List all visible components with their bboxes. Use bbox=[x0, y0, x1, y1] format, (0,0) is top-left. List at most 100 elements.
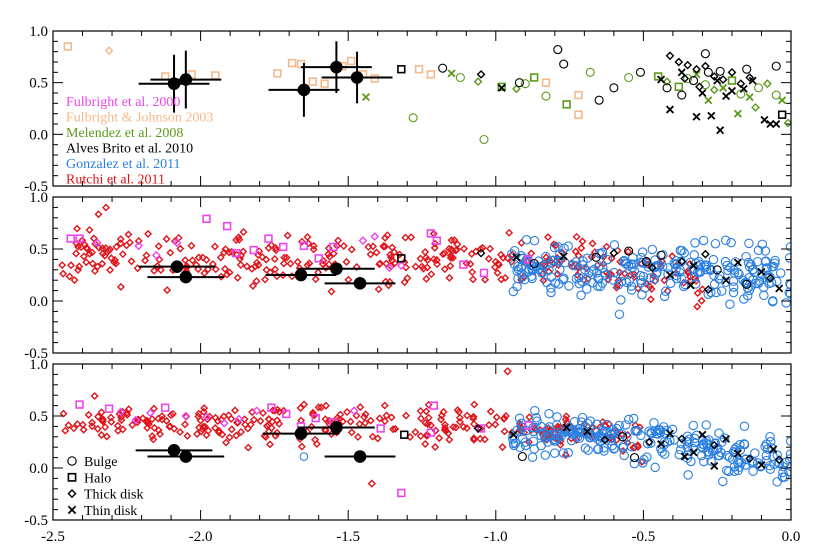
data-point bbox=[149, 404, 158, 413]
mean-point bbox=[179, 450, 193, 463]
data-point bbox=[761, 455, 772, 466]
data-point bbox=[401, 411, 410, 420]
series-alves-brito-et-al-2010 bbox=[397, 246, 784, 294]
data-point bbox=[689, 448, 698, 457]
data-point bbox=[561, 415, 570, 424]
data-point bbox=[308, 77, 317, 86]
data-point bbox=[75, 400, 84, 409]
data-point bbox=[319, 256, 328, 265]
data-point bbox=[391, 424, 400, 433]
data-point bbox=[260, 431, 269, 440]
data-point bbox=[497, 82, 506, 92]
data-point bbox=[722, 276, 731, 285]
data-point bbox=[79, 252, 88, 261]
data-point bbox=[303, 233, 312, 242]
data-point bbox=[667, 424, 678, 435]
data-point bbox=[211, 71, 220, 80]
data-point bbox=[539, 276, 548, 285]
data-point bbox=[774, 455, 784, 465]
data-point bbox=[566, 435, 577, 446]
data-point bbox=[82, 243, 91, 252]
data-point bbox=[587, 253, 596, 262]
panel-frame bbox=[52, 30, 792, 187]
data-point bbox=[104, 404, 114, 413]
data-point bbox=[744, 261, 755, 272]
data-point bbox=[122, 241, 131, 250]
data-point bbox=[282, 409, 291, 419]
mean-point bbox=[330, 60, 343, 74]
legend-marker-diamond bbox=[67, 489, 77, 499]
plot-area bbox=[59, 367, 791, 498]
data-point bbox=[389, 425, 398, 434]
data-point bbox=[591, 252, 601, 262]
data-point bbox=[468, 275, 477, 284]
data-point bbox=[227, 247, 236, 256]
data-point bbox=[644, 437, 654, 447]
data-point bbox=[240, 415, 249, 424]
data-point bbox=[421, 439, 430, 448]
data-point bbox=[553, 45, 563, 55]
data-point bbox=[367, 479, 377, 488]
data-point bbox=[582, 253, 592, 263]
data-point bbox=[692, 112, 701, 121]
data-point bbox=[503, 254, 512, 263]
data-point bbox=[651, 277, 660, 286]
data-point bbox=[416, 254, 425, 263]
data-point bbox=[529, 444, 539, 454]
data-point bbox=[422, 274, 431, 283]
x-tick-label: -1.5 bbox=[336, 529, 360, 545]
data-point bbox=[649, 418, 659, 428]
data-point bbox=[748, 466, 758, 476]
data-point bbox=[116, 235, 125, 244]
data-point bbox=[429, 255, 438, 264]
data-point bbox=[138, 414, 147, 423]
data-point bbox=[745, 93, 754, 102]
data-point bbox=[176, 428, 185, 437]
data-point bbox=[530, 405, 540, 416]
x-tick-label: 0.0 bbox=[782, 529, 801, 545]
data-point bbox=[437, 415, 446, 424]
data-point bbox=[411, 262, 420, 271]
data-point bbox=[296, 403, 305, 412]
data-point bbox=[196, 416, 205, 425]
data-point bbox=[347, 245, 356, 254]
data-point bbox=[300, 400, 309, 409]
data-point bbox=[72, 249, 81, 258]
data-point bbox=[531, 413, 541, 423]
data-point bbox=[370, 74, 379, 83]
data-point bbox=[551, 241, 560, 250]
data-point bbox=[151, 250, 161, 260]
mean-point bbox=[330, 421, 343, 434]
cloud-gonzalez-et-al-2011 bbox=[507, 235, 791, 320]
data-point bbox=[662, 83, 672, 93]
data-point bbox=[775, 284, 784, 293]
data-point bbox=[593, 444, 604, 454]
data-point bbox=[616, 295, 626, 305]
y-tick-label: 0.5 bbox=[29, 76, 48, 92]
data-point bbox=[694, 256, 704, 267]
data-point bbox=[708, 254, 719, 265]
data-point bbox=[742, 64, 752, 74]
data-point bbox=[334, 236, 343, 245]
data-point bbox=[706, 456, 716, 466]
data-point bbox=[380, 417, 389, 426]
data-point bbox=[325, 416, 334, 425]
data-point bbox=[317, 403, 326, 412]
data-point bbox=[491, 263, 499, 272]
data-point bbox=[486, 244, 495, 253]
data-point bbox=[508, 250, 517, 259]
data-point bbox=[727, 76, 737, 85]
data-point bbox=[637, 289, 647, 300]
plot-area bbox=[63, 41, 791, 145]
data-point bbox=[445, 435, 454, 444]
data-point bbox=[677, 434, 687, 444]
data-point bbox=[455, 407, 464, 416]
data-point bbox=[261, 275, 270, 284]
data-point bbox=[397, 65, 406, 74]
data-point bbox=[584, 268, 594, 278]
data-point bbox=[321, 401, 330, 410]
data-point bbox=[698, 285, 707, 294]
data-point bbox=[761, 450, 772, 461]
data-point bbox=[585, 67, 595, 77]
